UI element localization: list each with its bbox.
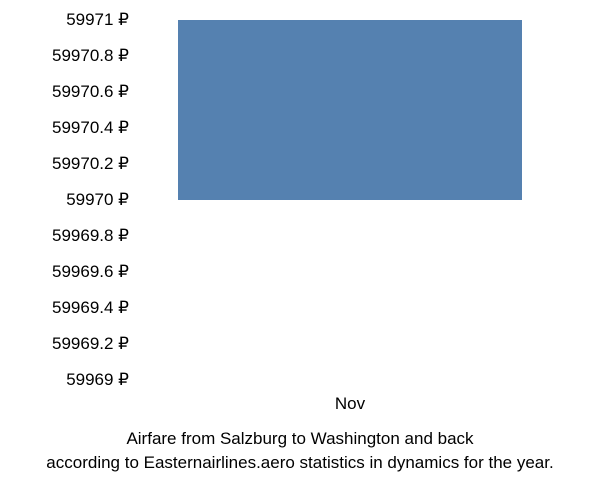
bar xyxy=(178,20,522,200)
x-tick-label: Nov xyxy=(335,394,365,414)
y-tick-label: 59969.2 ₽ xyxy=(52,334,129,354)
y-axis: 59971 ₽59970.8 ₽59970.6 ₽59970.4 ₽59970.… xyxy=(0,20,132,380)
y-tick-label: 59970.6 ₽ xyxy=(52,82,129,102)
y-tick-label: 59971 ₽ xyxy=(66,10,129,30)
caption-line-1: Airfare from Salzburg to Washington and … xyxy=(126,429,473,448)
y-tick-label: 59970.4 ₽ xyxy=(52,118,129,138)
y-tick-label: 59970 ₽ xyxy=(66,190,129,210)
y-tick-label: 59969.8 ₽ xyxy=(52,226,129,246)
y-tick-label: 59970.8 ₽ xyxy=(52,46,129,66)
y-tick-label: 59969.4 ₽ xyxy=(52,298,129,318)
y-tick-label: 59970.2 ₽ xyxy=(52,154,129,174)
y-tick-label: 59969.6 ₽ xyxy=(52,262,129,282)
y-tick-label: 59969 ₽ xyxy=(66,370,129,390)
plot-area xyxy=(135,20,565,380)
caption-line-2: according to Easternairlines.aero statis… xyxy=(46,453,553,472)
x-axis: Nov xyxy=(135,390,565,420)
chart-caption: Airfare from Salzburg to Washington and … xyxy=(0,427,600,475)
airfare-chart: 59971 ₽ 59970.8 ₽ 59970.6 ₽ 59970.4 ₽ 59970.… xyxy=(0,0,600,500)
